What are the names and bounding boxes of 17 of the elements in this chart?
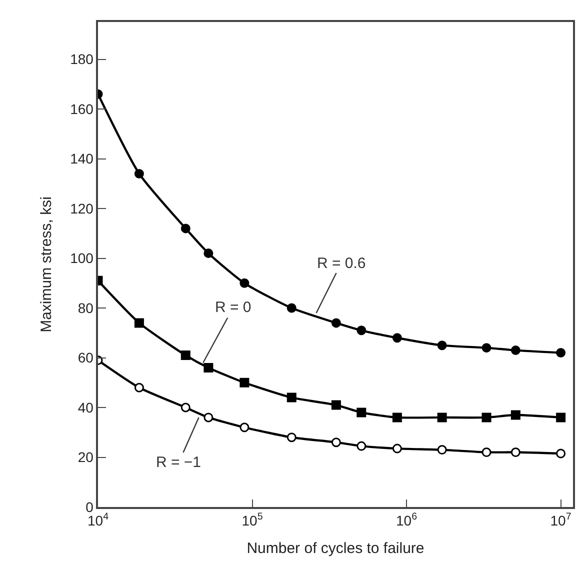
y-tick-label: 20 — [78, 449, 94, 466]
annotation: R = −1 — [156, 454, 202, 471]
y-tick-label: 80 — [78, 300, 94, 316]
y-tick-label: 180 — [70, 51, 94, 68]
x-tick-label: 10$^{7}$ — [550, 512, 572, 529]
y-tick-label: 140 — [70, 150, 94, 167]
annotation: R = 0 — [215, 299, 252, 316]
x-tick-label: 10$^{6}$ — [396, 512, 418, 529]
x-axis-title: Number of cycles to failure — [246, 540, 424, 558]
y-tick-label: 60 — [78, 350, 94, 366]
y-tick-label: 100 — [70, 250, 94, 266]
y-tick-label: 40 — [78, 399, 94, 416]
y-tick-label: 120 — [70, 200, 94, 216]
annotation: R = 0.6 — [317, 255, 366, 272]
y-axis-title: Maximum stress, ksi — [38, 196, 55, 332]
x-tick-label: 10$^{5}$ — [242, 512, 264, 529]
y-tick-label: 160 — [70, 100, 94, 117]
